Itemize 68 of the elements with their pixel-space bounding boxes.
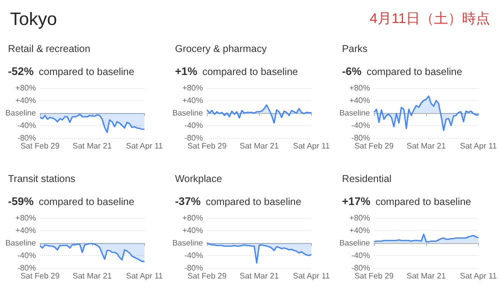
y-tick-label: -80% bbox=[184, 134, 203, 142]
y-tick-label: +80% bbox=[349, 84, 370, 92]
x-tick-label: Sat Apr 11 bbox=[126, 272, 164, 280]
y-tick-label: +40% bbox=[182, 226, 203, 235]
y-tick-label: -80% bbox=[184, 264, 203, 272]
x-tick-label: Sat Feb 29 bbox=[354, 272, 394, 280]
text: Tokyo bbox=[10, 8, 58, 30]
y-tick-label: Baseline bbox=[5, 108, 37, 118]
text: compared to baseline bbox=[38, 197, 134, 208]
text: compared to baseline bbox=[202, 67, 298, 78]
x-tick-label: Sat Mar 21 bbox=[72, 272, 112, 280]
y-tick-label: -40% bbox=[17, 251, 36, 260]
y-tick-label: +80% bbox=[182, 84, 203, 92]
y-tick-label: -40% bbox=[184, 251, 203, 260]
chart-title: Grocery & pharmacy bbox=[175, 44, 268, 57]
chart-title: Workplace bbox=[175, 174, 224, 187]
x-tick-label: Sat Mar 21 bbox=[406, 272, 446, 280]
x-tick-label: Sat Apr 11 bbox=[126, 142, 164, 150]
y-tick-label: -40% bbox=[351, 251, 370, 260]
y-tick-label: -40% bbox=[184, 121, 203, 130]
x-tick-label: Sat Apr 11 bbox=[460, 272, 498, 280]
x-tick-label: Sat Apr 11 bbox=[293, 272, 330, 280]
chart-title: Residential bbox=[342, 174, 392, 187]
text: -52% bbox=[8, 66, 34, 78]
y-tick-label: Baseline bbox=[172, 238, 204, 248]
y-tick-label: -40% bbox=[17, 121, 36, 130]
y-tick-label: +80% bbox=[182, 214, 203, 222]
text: -59% bbox=[8, 196, 34, 208]
y-tick-label: -80% bbox=[17, 264, 36, 272]
y-tick-label: -80% bbox=[17, 134, 36, 142]
text: compared to baseline bbox=[206, 197, 302, 208]
text: -6% bbox=[342, 66, 362, 78]
y-tick-label: +40% bbox=[349, 96, 370, 105]
text: compared to baseline bbox=[366, 67, 462, 78]
y-tick-label: +80% bbox=[15, 214, 36, 222]
x-tick-label: Sat Apr 11 bbox=[460, 142, 498, 150]
y-tick-label: -40% bbox=[351, 121, 370, 130]
chart-title: Transit stations bbox=[8, 174, 76, 187]
text: +17% bbox=[342, 196, 370, 208]
x-tick-label: Sat Feb 29 bbox=[20, 142, 60, 150]
y-tick-label: Baseline bbox=[172, 108, 204, 118]
y-tick-label: Baseline bbox=[5, 238, 37, 248]
y-tick-label: Baseline bbox=[339, 108, 371, 118]
x-tick-label: Sat Feb 29 bbox=[187, 142, 228, 150]
text: compared to baseline bbox=[38, 67, 134, 78]
y-tick-label: -80% bbox=[351, 264, 370, 272]
chart-title: Retail & recreation bbox=[8, 44, 92, 57]
x-tick-label: Sat Feb 29 bbox=[354, 142, 394, 150]
text: +1% bbox=[175, 66, 198, 78]
y-tick-label: +40% bbox=[182, 96, 203, 105]
y-tick-label: +40% bbox=[15, 96, 36, 105]
x-tick-label: Sat Feb 29 bbox=[187, 272, 228, 280]
text: -37% bbox=[175, 196, 201, 208]
y-tick-label: +80% bbox=[349, 214, 370, 222]
chart-title: Parks bbox=[342, 44, 369, 57]
x-tick-label: Sat Mar 21 bbox=[72, 142, 112, 150]
y-tick-label: +80% bbox=[15, 84, 36, 92]
y-tick-label: +40% bbox=[15, 226, 36, 235]
x-tick-label: Sat Mar 21 bbox=[406, 142, 446, 150]
x-tick-label: Sat Feb 29 bbox=[20, 272, 60, 280]
x-tick-label: Sat Apr 11 bbox=[293, 142, 330, 150]
x-tick-label: Sat Mar 21 bbox=[240, 142, 280, 150]
y-tick-label: +40% bbox=[349, 226, 370, 235]
x-tick-label: Sat Mar 21 bbox=[240, 272, 280, 280]
text: 4月11日（土）時点 bbox=[370, 10, 490, 26]
y-tick-label: -80% bbox=[351, 134, 370, 142]
text: compared to baseline bbox=[375, 197, 472, 208]
y-tick-label: Baseline bbox=[339, 238, 371, 248]
